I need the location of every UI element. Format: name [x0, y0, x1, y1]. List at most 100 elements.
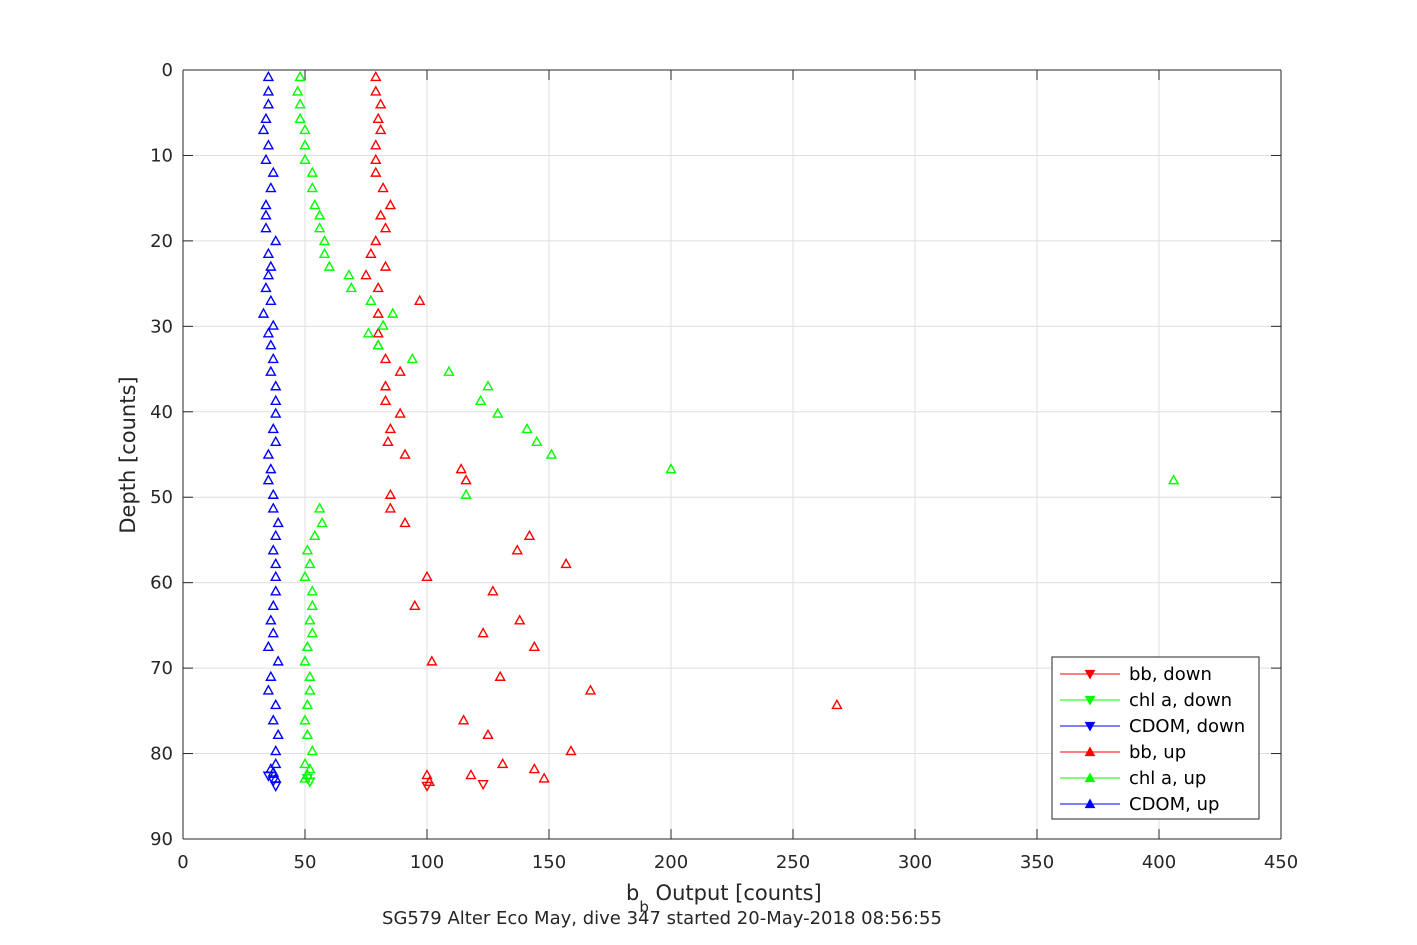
data-point	[299, 153, 311, 165]
x-tick-label: 350	[1020, 852, 1054, 873]
data-point	[262, 247, 275, 259]
data-point	[370, 234, 382, 246]
data-point	[384, 502, 397, 513]
data-point	[270, 529, 282, 540]
data-point	[313, 209, 326, 220]
data-point	[665, 463, 677, 474]
data-point	[265, 260, 277, 271]
data-point	[560, 557, 572, 569]
data-point	[270, 435, 282, 446]
data-point	[270, 407, 282, 418]
data-point	[477, 780, 489, 791]
data-point	[584, 684, 597, 695]
data-point	[265, 339, 277, 350]
data-point	[372, 327, 384, 338]
legend-swatch-marker	[1084, 746, 1096, 757]
data-point	[262, 640, 275, 652]
data-point	[528, 762, 541, 774]
legend: bb, down chl a, down CDOM, down bb, up chl a…	[1051, 656, 1260, 820]
data-point	[399, 448, 411, 459]
data-point	[299, 123, 311, 135]
data-point	[260, 222, 272, 233]
data-point	[301, 640, 314, 652]
data-point	[306, 745, 319, 756]
x-tick-label: 100	[410, 852, 444, 873]
data-point	[323, 260, 336, 271]
data-point	[267, 502, 279, 513]
data-point	[304, 684, 316, 695]
data-point	[267, 352, 279, 364]
data-point	[382, 435, 394, 446]
data-point	[496, 757, 509, 769]
data-point	[318, 234, 331, 246]
data-point	[399, 516, 411, 528]
data-point	[265, 365, 277, 376]
data-point	[265, 463, 277, 474]
data-point	[457, 714, 470, 725]
data-point	[384, 199, 397, 210]
data-point	[260, 153, 272, 165]
data-point	[409, 599, 421, 611]
x-axis-label-main: b	[626, 881, 639, 905]
y-tick-label: 70	[150, 658, 173, 679]
data-point	[265, 294, 277, 305]
data-point	[270, 698, 282, 710]
data-point	[531, 435, 543, 446]
data-point	[565, 745, 577, 756]
x-axis-label-rest: Output [counts]	[649, 881, 822, 905]
data-point	[299, 772, 311, 783]
data-point	[460, 488, 472, 499]
data-point	[370, 85, 382, 96]
data-point	[370, 139, 382, 150]
x-tick-label: 400	[1142, 852, 1176, 873]
data-point	[267, 766, 279, 777]
data-point	[294, 98, 306, 109]
legend-box	[1051, 656, 1260, 820]
data-point	[262, 474, 275, 485]
data-point	[379, 394, 392, 405]
data-point	[377, 319, 389, 330]
data-point	[306, 585, 319, 596]
data-point	[299, 139, 311, 150]
data-point	[299, 570, 311, 581]
data-point	[294, 70, 306, 82]
data-point	[299, 655, 311, 666]
data-point	[262, 139, 275, 150]
data-point	[306, 599, 319, 611]
data-point	[267, 319, 279, 330]
y-tick-label: 80	[150, 744, 173, 765]
x-tick-label: 450	[1264, 852, 1298, 873]
x-tick-label: 200	[654, 852, 688, 873]
data-point	[372, 281, 384, 293]
legend-entry-label: chl a, up	[1129, 768, 1206, 789]
y-tick-label: 50	[150, 487, 173, 508]
grid-lines	[182, 69, 1282, 840]
data-point	[372, 339, 384, 350]
data-point	[387, 307, 399, 318]
data-point	[421, 768, 433, 780]
data-point	[477, 627, 489, 638]
data-point	[406, 352, 419, 364]
data-point	[521, 422, 533, 434]
data-point	[343, 269, 355, 280]
data-point	[306, 627, 319, 638]
plot-caption: SG579 Alter Eco May, dive 347 started 20…	[382, 908, 942, 929]
data-point	[523, 529, 536, 540]
data-point	[372, 307, 384, 318]
data-point	[831, 698, 843, 710]
data-point	[482, 728, 494, 740]
legend-entry-label: bb, down	[1129, 664, 1212, 685]
data-point	[262, 269, 275, 280]
y-tick-label: 60	[150, 573, 173, 594]
data-point	[374, 123, 387, 135]
data-point	[270, 234, 282, 246]
data-point	[443, 365, 455, 376]
data-point	[265, 181, 277, 193]
data-point	[304, 614, 316, 625]
y-tick-label: 40	[150, 402, 173, 423]
data-point	[426, 655, 438, 666]
data-point	[299, 714, 311, 725]
data-point	[474, 394, 487, 405]
data-point	[1167, 474, 1180, 485]
legend-swatch-marker	[1084, 669, 1096, 680]
